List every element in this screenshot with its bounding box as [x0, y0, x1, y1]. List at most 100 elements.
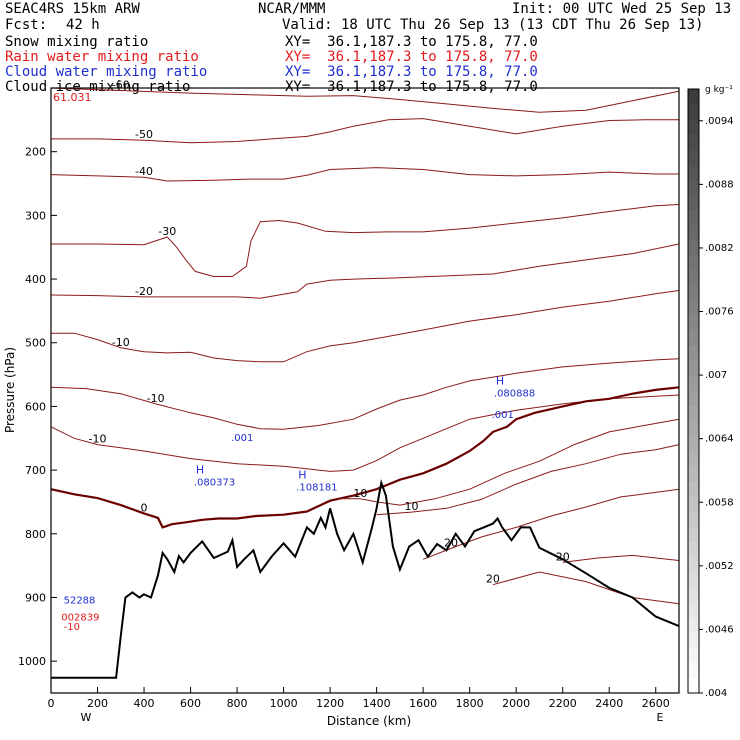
colorbar-swatch [688, 360, 699, 377]
colorbar-label: .0052 [705, 561, 734, 572]
plot-frame [50, 87, 680, 694]
x-axis-label: Distance (km) [327, 714, 411, 728]
colorbar-swatch [688, 466, 699, 483]
init-time: Init: 00 UTC Wed 25 Sep 13 [512, 1, 732, 17]
x-tick-label: 600 [180, 697, 201, 710]
colorbar-swatch [688, 315, 699, 332]
colorbar-label: .0094 [705, 116, 734, 127]
contour-label: -50 [135, 128, 153, 141]
colorbar-label: .0088 [705, 179, 734, 190]
contour-line [50, 386, 680, 529]
x-tick-label: 2600 [642, 697, 670, 710]
center-title: NCAR/MMM [258, 1, 326, 17]
colorbar-swatch [688, 134, 699, 150]
contour-label: -10 [112, 336, 130, 349]
colorbar-swatch [688, 572, 699, 588]
colorbar-swatch [688, 632, 699, 649]
contour-label: -60 [112, 79, 130, 92]
colorbar-swatch [688, 662, 699, 679]
colorbar-swatch [688, 255, 699, 271]
colorbar-swatch [688, 330, 699, 347]
colorbar-swatch [688, 224, 699, 241]
colorbar-unit: g kg⁻¹ [705, 85, 733, 95]
contour-label: 0 [141, 501, 148, 514]
contour-line [51, 204, 680, 277]
terrain-line [51, 478, 680, 679]
x-tick-label: 1200 [316, 697, 344, 710]
axis-layer: 0 200 400 600 800 1000 1200 1400 1600 1800 2000 220… [18, 146, 670, 724]
contour-line [492, 571, 680, 605]
contour-label: -10 [89, 433, 107, 446]
colorbar-swatch [688, 209, 699, 226]
contour-line [422, 488, 680, 560]
colorbar-frame [687, 88, 700, 694]
model-title: SEAC4RS 15km ARW [5, 1, 140, 17]
x-tick-label: 2400 [595, 697, 623, 710]
feature-value: -10 [64, 622, 80, 633]
colorbar-swatch [688, 375, 699, 392]
colorbar-label: .0046 [705, 624, 734, 635]
contour-label: -20 [135, 285, 153, 298]
colorbar-label: .0076 [705, 307, 734, 318]
contour-line [50, 167, 679, 182]
feature-value: 002839 [61, 613, 99, 624]
colorbar-swatch [688, 285, 699, 301]
feature-value: .080888 [494, 388, 535, 399]
y-tick-label: 800 [25, 528, 46, 541]
colorbar-swatch [688, 436, 699, 452]
corner-value: 61.031 [53, 91, 92, 104]
colorbar-swatch [688, 421, 699, 437]
x-tick-label: 1600 [409, 697, 437, 710]
field-xy-cloud-ice: XY= 36.1,187.3 to 175.8, 77.0 [285, 79, 538, 95]
x-tick-label: 800 [227, 697, 248, 710]
feature-value: .108181 [296, 483, 337, 494]
x-tick-label: 0 [48, 697, 55, 710]
colorbar-swatch [688, 647, 699, 664]
colorbar-label: .0064 [705, 434, 734, 445]
colorbar-swatch [688, 406, 699, 422]
colorbar-swatch [688, 179, 699, 196]
x-tick-label: 200 [87, 697, 108, 710]
contour-label: -10 [147, 392, 165, 405]
x-tick-label: 400 [134, 697, 155, 710]
contour-label: 10 [405, 500, 419, 513]
colorbar-swatch [688, 240, 699, 256]
contour-line [376, 444, 680, 516]
fcst-label: Fcst: [5, 17, 48, 33]
colorbar-swatch [688, 587, 699, 603]
feature-value: .001 [492, 410, 514, 421]
colorbar-swatch [688, 526, 699, 543]
colorbar-swatch [688, 391, 699, 407]
feature-value: .080373 [194, 478, 235, 489]
contour-line [50, 358, 680, 430]
y-tick-label: 400 [25, 273, 46, 286]
colorbar-swatch [688, 481, 699, 498]
contour-label: 20 [556, 550, 570, 563]
colorbar: .0094 .0088 .0082 .0076 .007 .0064 .0058 .0052.… [687, 88, 734, 699]
feature-value: .001 [231, 433, 253, 444]
x-tick-label: 1400 [363, 697, 391, 710]
colorbar-swatch [688, 164, 699, 181]
y-tick-label: 500 [25, 337, 46, 350]
y-tick-label: 200 [25, 146, 46, 159]
colorbar-swatch [688, 345, 699, 362]
feature-layer: H.080373H.108181H.080888.001.00152288002… [61, 374, 535, 633]
valid-time: Valid: 18 UTC Thu 26 Sep 13 (13 CDT Thu … [282, 17, 704, 33]
y-tick-label: 700 [25, 464, 46, 477]
colorbar-swatch [688, 617, 699, 634]
contour-label: -40 [135, 165, 153, 178]
field-xy-rain: XY= 36.1,187.3 to 175.8, 77.0 [285, 49, 538, 65]
colorbar-swatch [688, 194, 699, 211]
colorbar-label: .0082 [705, 243, 734, 254]
colorbar-swatch [688, 149, 699, 165]
x-tick-label: 1000 [270, 697, 298, 710]
colorbar-swatch [688, 677, 699, 694]
contour-line [337, 418, 680, 506]
x-tick-label: 2000 [502, 697, 530, 710]
colorbar-swatch [688, 511, 699, 528]
colorbar-swatch [688, 104, 699, 120]
x-end-label-west: W [81, 711, 92, 724]
contour-label: 10 [353, 487, 367, 500]
colorbar-swatch [688, 89, 699, 105]
